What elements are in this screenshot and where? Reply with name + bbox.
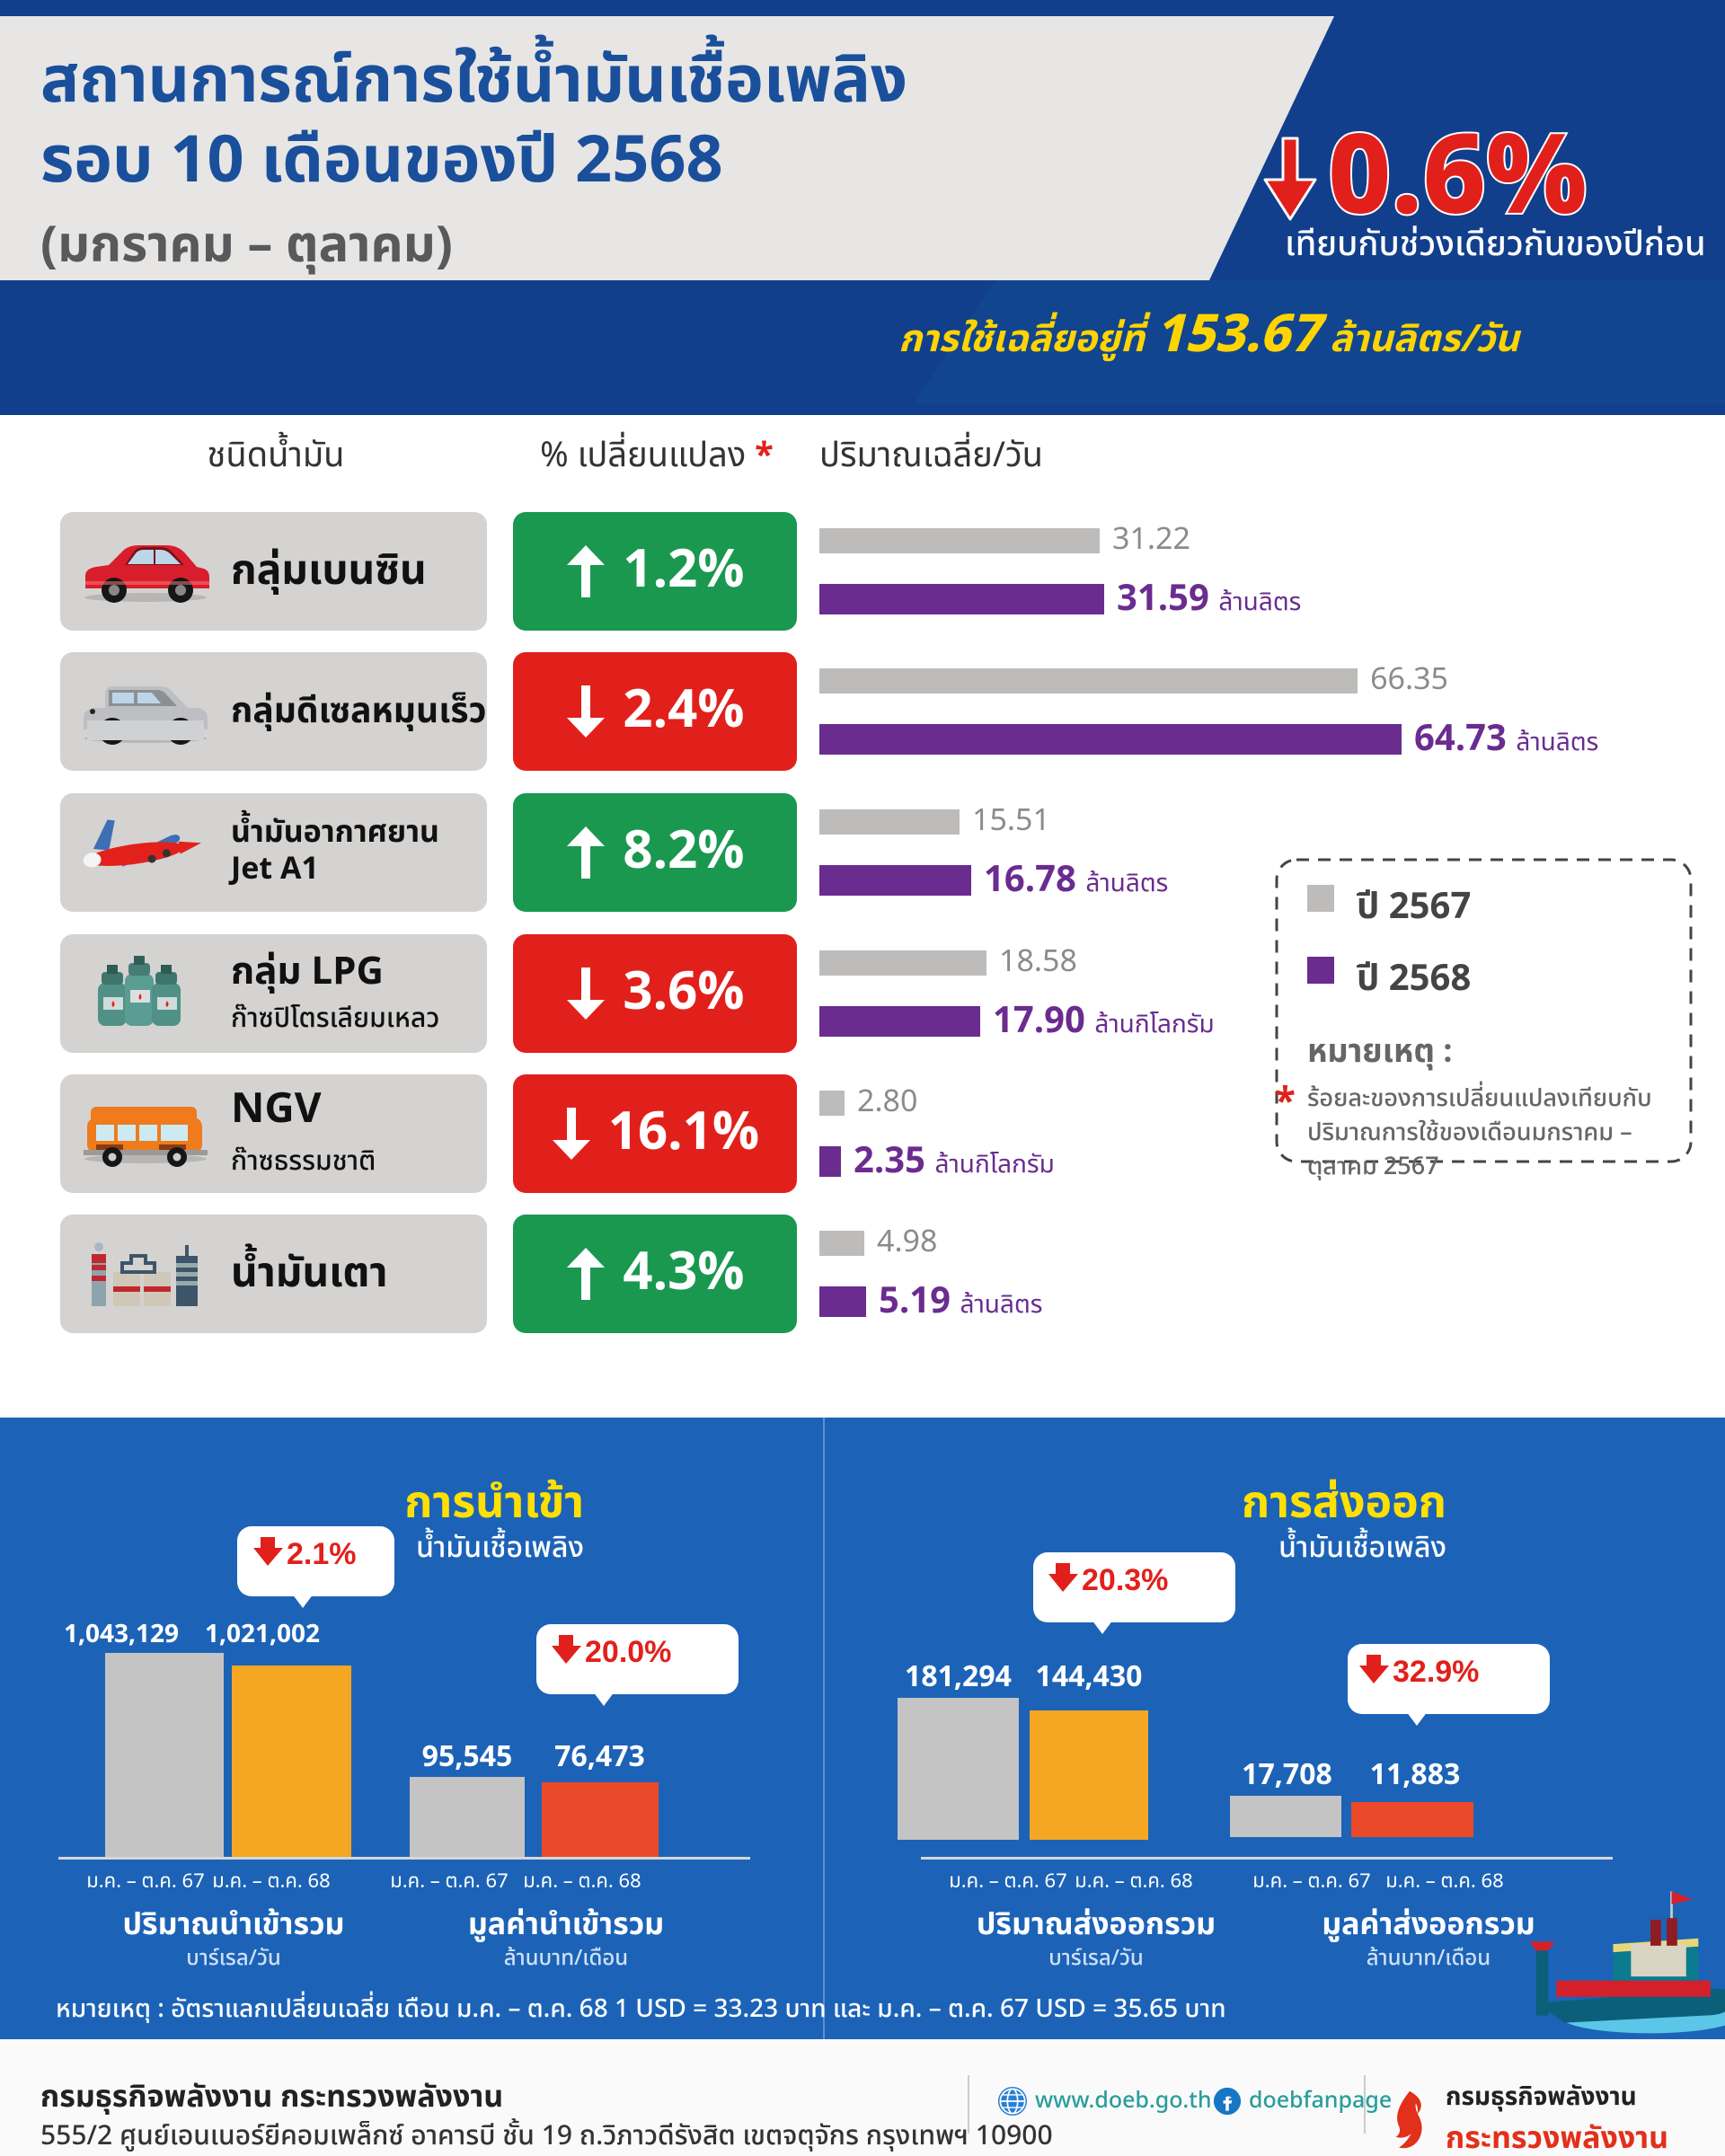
svg-text:20.0%: 20.0% [585,1635,671,1669]
svg-text:2.1%: 2.1% [287,1537,357,1571]
svg-text:32.9%: 32.9% [1393,1655,1479,1689]
svg-text:20.3%: 20.3% [1082,1563,1168,1597]
